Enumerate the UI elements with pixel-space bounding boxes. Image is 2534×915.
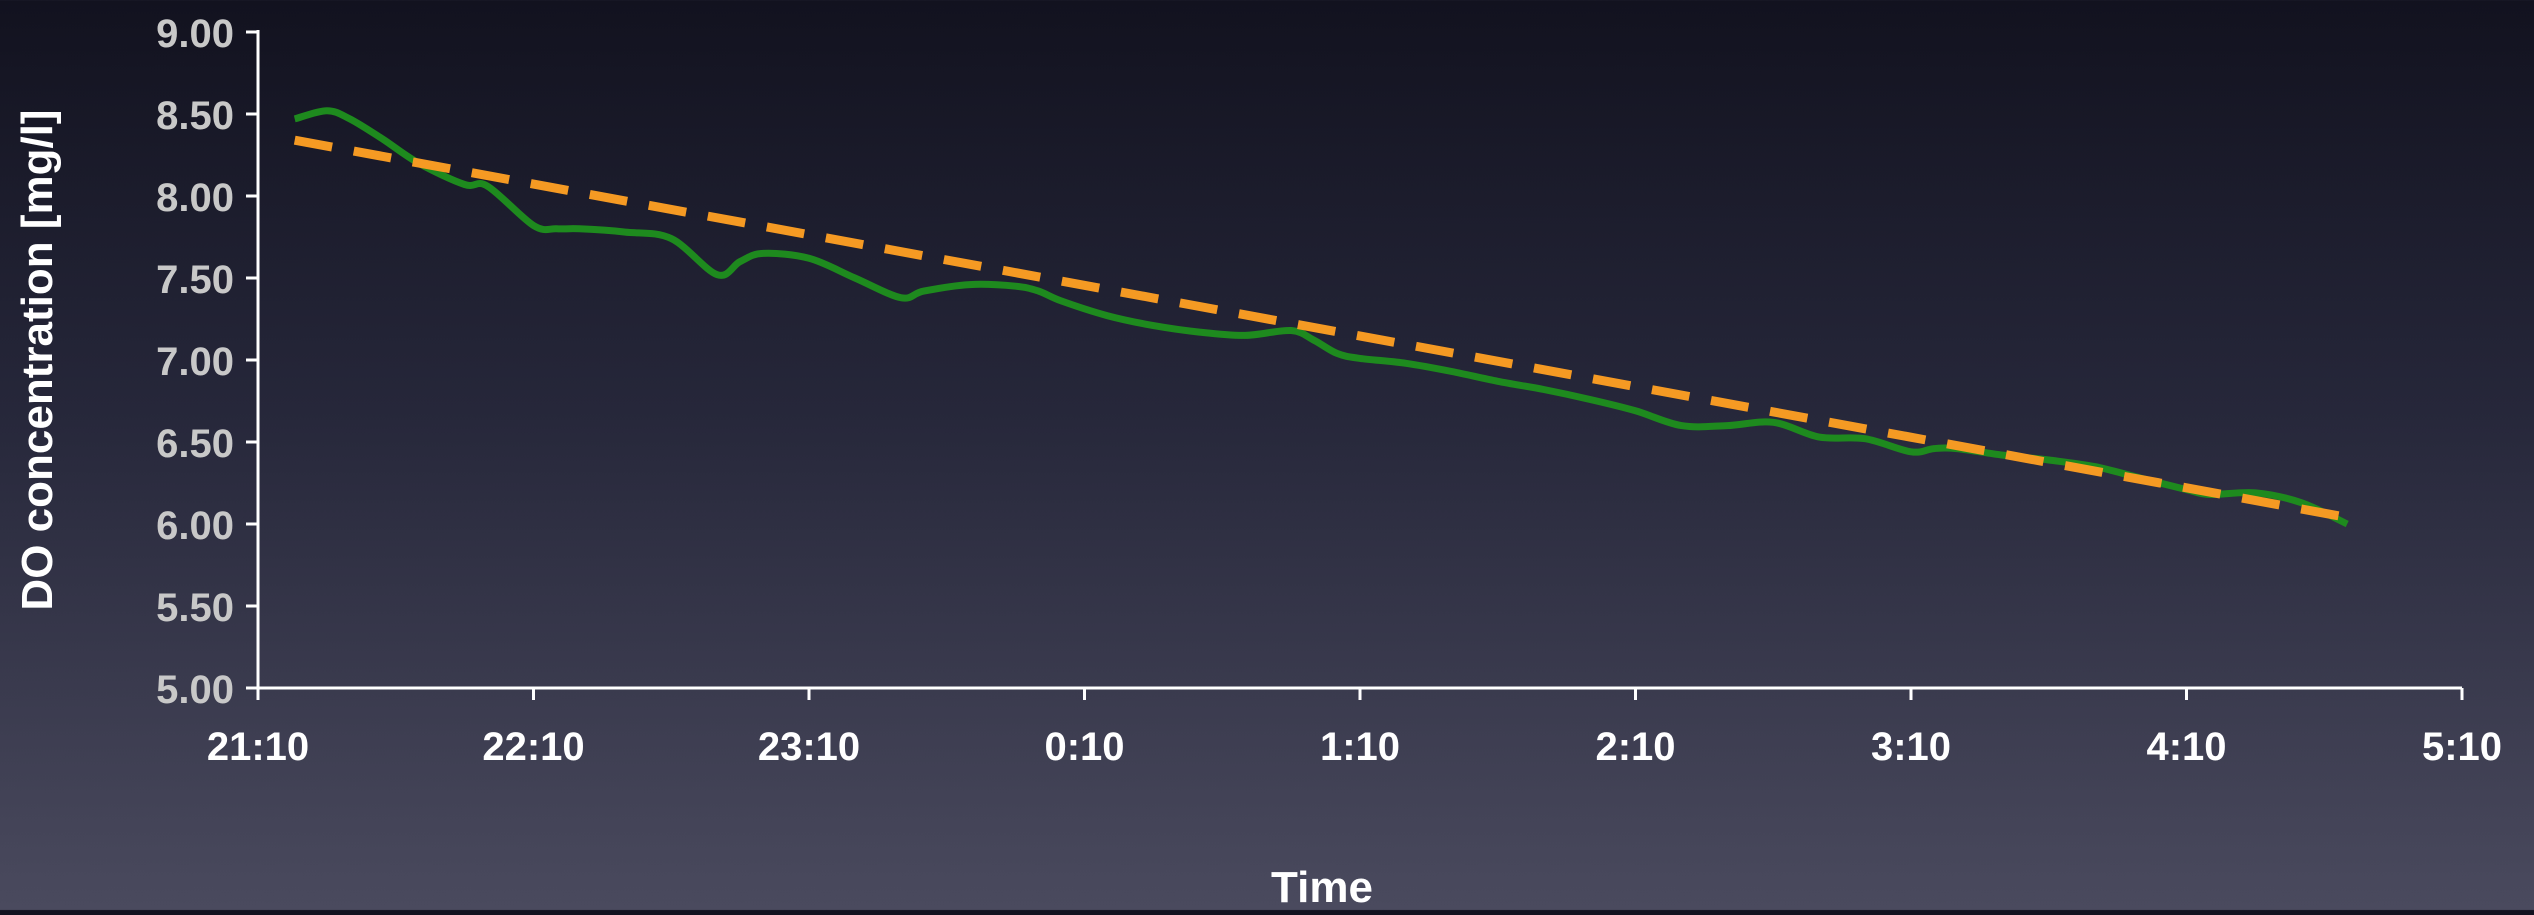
plot-area [293,107,2349,528]
x-tick-label: 22:10 [482,725,584,769]
y-tick-label: 9.00 [156,12,234,56]
y-tick-label: 7.50 [156,258,234,302]
x-tick-label: 21:10 [207,725,309,769]
x-tick-label: 1:10 [1320,725,1400,769]
x-tick-label: 2:10 [1595,725,1675,769]
x-tick-label: 3:10 [1871,725,1951,769]
y-tick-label: 7.00 [156,340,234,384]
y-tick-label: 5.50 [156,586,234,630]
x-tick-label: 5:10 [2422,725,2502,769]
y-tick-label: 5.00 [156,668,234,712]
y-tick-label: 6.50 [156,422,234,466]
trend-line [293,135,2349,522]
x-axis-label: Time [1271,863,1373,910]
x-tick-label: 4:10 [2146,725,2226,769]
x-tick-label: 0:10 [1044,725,1124,769]
y-tick-label: 6.00 [156,504,234,548]
axes: 5.00 5.50 6.00 6.50 7.00 7.50 8.00 8.50 9.00 21:1… [156,12,2502,769]
x-tick-label: 23:10 [758,725,860,769]
y-axis-label: DO concentration [mg/l] [13,109,62,610]
y-tick-label: 8.00 [156,176,234,220]
y-tick-label: 8.50 [156,94,234,138]
